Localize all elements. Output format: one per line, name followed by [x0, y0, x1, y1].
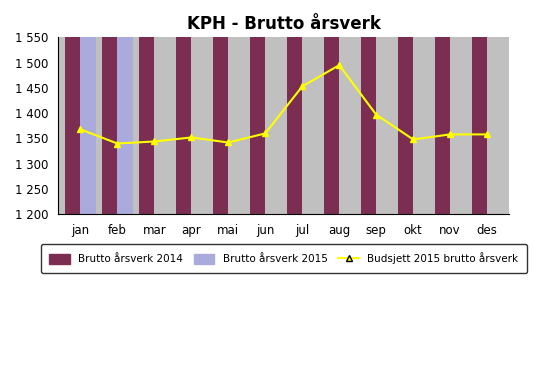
- Bar: [435, 0, 450, 214]
- Legend: Brutto årsverk 2014, Brutto årsverk 2015, Budsjett 2015 brutto årsverk: Brutto årsverk 2014, Brutto årsverk 2015…: [41, 244, 526, 273]
- Bar: [80, 0, 96, 214]
- Bar: [102, 0, 117, 214]
- Bar: [250, 0, 265, 214]
- Bar: [176, 0, 191, 214]
- Bar: [324, 0, 339, 214]
- Bar: [65, 0, 80, 214]
- Bar: [472, 0, 487, 214]
- Title: KPH - Brutto årsverk: KPH - Brutto årsverk: [187, 15, 380, 33]
- Bar: [139, 0, 154, 214]
- Bar: [398, 0, 413, 214]
- Bar: [361, 0, 376, 214]
- Bar: [287, 0, 302, 214]
- Bar: [117, 0, 133, 214]
- Bar: [213, 0, 228, 214]
